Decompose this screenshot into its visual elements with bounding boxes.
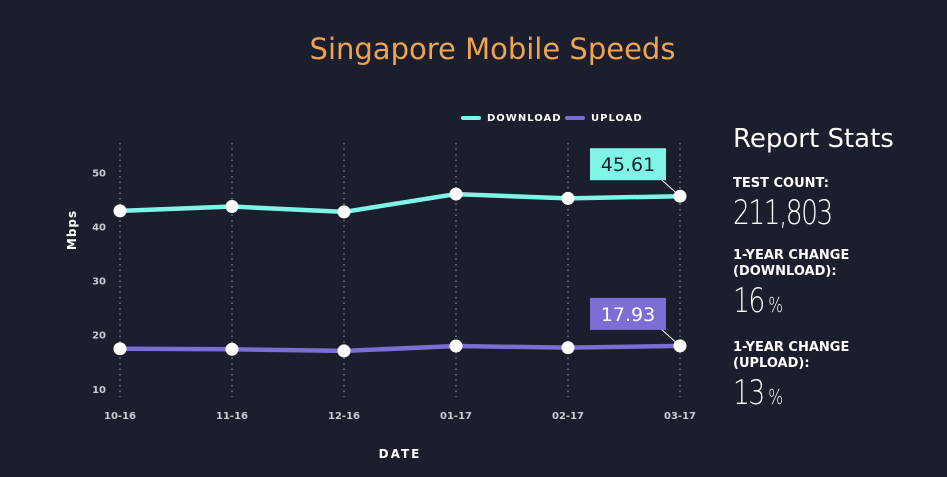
y-tick-label: 40 [92, 223, 106, 234]
data-point [561, 341, 575, 355]
legend-label: UPLOAD [591, 113, 643, 124]
callout-box [590, 297, 666, 330]
stat-label: TEST COUNT: [733, 176, 829, 191]
stat-upload-change: 1-YEAR CHANGE (UPLOAD): 13% [733, 340, 943, 416]
report-stats-panel: Report Stats TEST COUNT: 211,803 1-YEAR … [733, 124, 943, 432]
data-point [225, 342, 239, 356]
x-tick-label: 02-17 [552, 411, 584, 422]
data-point [225, 200, 239, 214]
data-point [337, 205, 351, 219]
callout-leader [661, 329, 681, 347]
callout-box [590, 148, 666, 181]
stat-number: 211,803 [733, 193, 833, 233]
data-point [449, 339, 463, 353]
callout-label: 45.61 [601, 154, 655, 176]
y-tick-label: 50 [92, 168, 106, 179]
data-point [561, 191, 575, 205]
callout-label: 17.93 [601, 304, 655, 326]
callout-leader [661, 179, 681, 197]
x-tick-label: 11-16 [216, 411, 248, 422]
data-point [113, 204, 127, 218]
y-tick-label: 10 [92, 385, 106, 396]
legend-label: DOWNLOAD [487, 113, 562, 124]
stat-unit: % [768, 293, 784, 317]
report-stats-title: Report Stats [733, 124, 894, 154]
stat-value: 13% [733, 374, 897, 416]
series-line [119, 191, 681, 215]
stat-number: 13 [733, 373, 765, 413]
y-tick-label: 30 [92, 277, 106, 288]
data-point [337, 344, 351, 358]
y-axis-title: Mbps [65, 210, 79, 250]
stat-unit: % [768, 385, 784, 409]
series-line [119, 343, 681, 354]
data-point [113, 342, 127, 356]
x-axis-title: DATE [379, 447, 422, 461]
stat-label: 1-YEAR CHANGE (UPLOAD): [733, 340, 850, 371]
stat-value: 211,803 [733, 194, 897, 232]
stat-test-count: TEST COUNT: 211,803 [733, 176, 943, 232]
stat-label: 1-YEAR CHANGE (DOWNLOAD): [733, 248, 850, 279]
stat-number: 16 [733, 281, 765, 321]
x-tick-label: 03-17 [664, 411, 696, 422]
line-chart: 10-16 11-16 12-16 01-17 02-17 03-17 10 20 30 40 50… [65, 113, 696, 461]
y-tick-label: 20 [92, 331, 106, 342]
x-tick-label: 01-17 [440, 411, 472, 422]
x-tick-label: 12-16 [328, 411, 360, 422]
data-point [449, 187, 463, 201]
x-tick-label: 10-16 [104, 411, 136, 422]
stat-value: 16% [733, 282, 897, 324]
stat-download-change: 1-YEAR CHANGE (DOWNLOAD): 16% [733, 248, 943, 324]
chart-title: Singapore Mobile Speeds [309, 32, 676, 66]
